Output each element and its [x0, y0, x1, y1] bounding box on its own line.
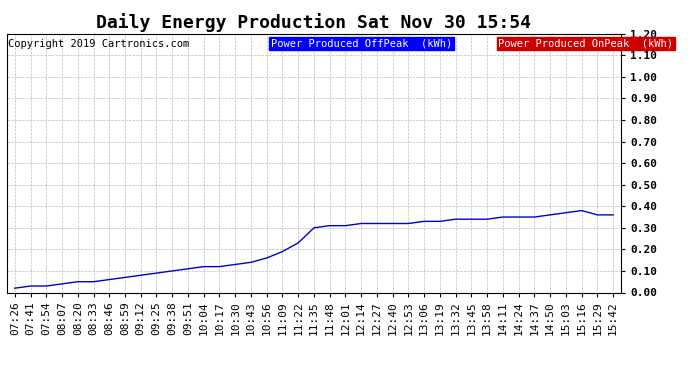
Text: Power Produced OffPeak  (kWh): Power Produced OffPeak (kWh) [271, 39, 452, 49]
Text: Copyright 2019 Cartronics.com: Copyright 2019 Cartronics.com [8, 39, 189, 49]
Text: Power Produced OnPeak  (kWh): Power Produced OnPeak (kWh) [498, 39, 673, 49]
Title: Daily Energy Production Sat Nov 30 15:54: Daily Energy Production Sat Nov 30 15:54 [97, 13, 531, 32]
